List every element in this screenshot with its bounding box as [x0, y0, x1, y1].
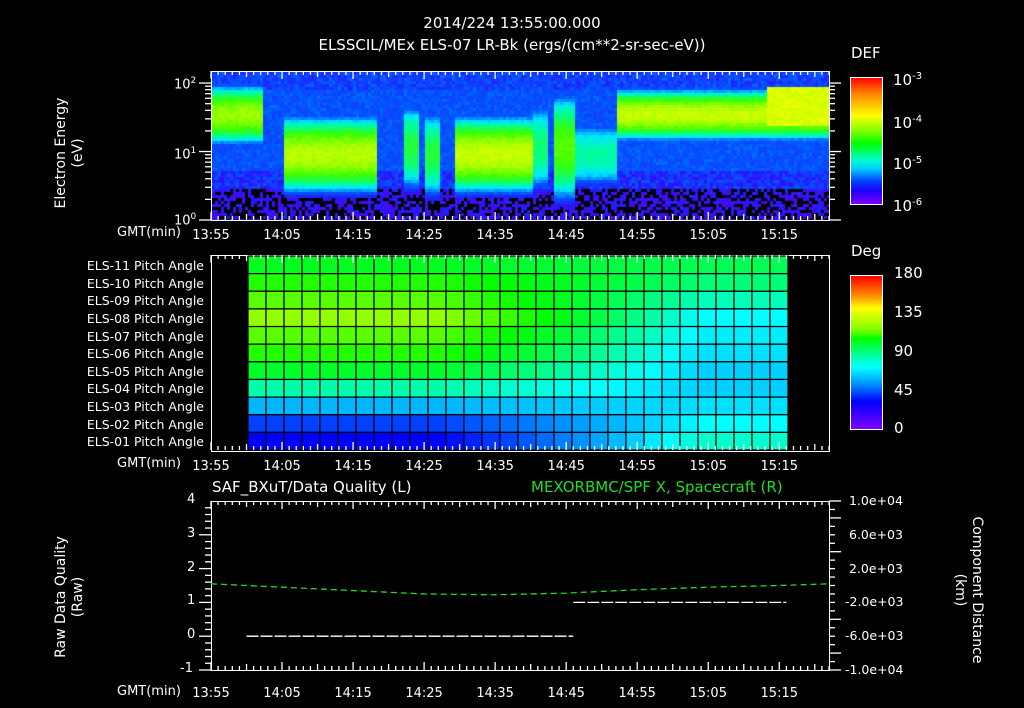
pitch-angle-row-label: ELS-05 Pitch Angle: [86, 363, 204, 379]
xtick-label: 14:35: [476, 228, 514, 243]
xtick-label: 14:55: [618, 459, 656, 474]
energy-ytick-1: 100: [174, 212, 197, 229]
deg-tick-45: 45: [894, 381, 914, 399]
def-tick-1e-4: 10-4: [893, 114, 923, 132]
deg-tick-135: 135: [894, 303, 923, 321]
left-ytick-label: 3: [187, 525, 196, 541]
data-quality-title: SAF_BXuT/Data Quality (L): [212, 478, 412, 496]
xtick-label: 15:05: [689, 228, 727, 243]
right-ytick-label: -2.0e+03: [845, 594, 904, 610]
xtick-label: 14:55: [618, 686, 656, 701]
energy-plot-frame: [211, 71, 830, 221]
plot-datetime: 2014/224 13:55:00.000: [423, 14, 601, 32]
xtick-label: 14:05: [263, 459, 301, 474]
right-ytick-label: 1.0e+04: [849, 493, 903, 508]
pitch-angle-xaxis-label: GMT(min): [117, 456, 181, 471]
right-ytick-label: -1.0e+04: [845, 662, 904, 677]
xtick-label: 14:25: [405, 686, 443, 701]
right-ytick-label: 2.0e+03: [849, 560, 903, 576]
pitch-angle-row-label: ELS-03 Pitch Angle: [86, 399, 204, 415]
data-quality-xaxis-label: GMT(min): [117, 684, 181, 699]
def-tick-1e-5: 10-5: [893, 155, 923, 173]
xtick-label: 15:05: [689, 686, 727, 701]
xtick-label: 14:45: [547, 686, 585, 701]
pitch-angle-row-label: ELS-08 Pitch Angle: [86, 310, 204, 326]
xtick-label: 14:25: [405, 228, 443, 243]
spacecraft-x-title: MEXORBMC/SPF X, Spacecraft (R): [531, 478, 783, 496]
xtick-label: 13:55: [192, 686, 230, 701]
def-colorbar: [850, 77, 883, 205]
xtick-label: 14:55: [618, 228, 656, 243]
xtick-label: 15:15: [760, 459, 798, 474]
deg-tick-0: 0: [894, 419, 904, 437]
xtick-label: 14:15: [334, 228, 372, 243]
def-tick-1e-6: 10-6: [893, 197, 923, 215]
pitch-angle-row-label: ELS-11 Pitch Angle: [86, 258, 204, 273]
xtick-label: 14:15: [334, 686, 372, 701]
xtick-label: 13:55: [192, 459, 230, 474]
left-ytick-label: 1: [187, 593, 196, 609]
xtick-label: 14:05: [263, 228, 301, 243]
deg-tick-90: 90: [894, 342, 914, 360]
pitch-angle-row-label: ELS-04 Pitch Angle: [86, 381, 204, 397]
pitch-angle-row-label: ELS-02 Pitch Angle: [86, 416, 204, 432]
pitch-angle-row-label: ELS-01 Pitch Angle: [86, 434, 204, 450]
deg-colorbar-title: Deg: [851, 242, 882, 260]
pitch-angle-row-label: ELS-10 Pitch Angle: [86, 275, 204, 291]
plot-title: ELSSCIL/MEx ELS-07 LR-Bk (ergs/(cm**2-sr…: [318, 36, 706, 54]
xtick-label: 15:15: [760, 228, 798, 243]
pitch-angle-row-label: ELS-07 Pitch Angle: [86, 328, 204, 344]
xtick-label: 14:15: [334, 459, 372, 474]
def-colorbar-title: DEF: [851, 44, 881, 62]
left-ytick-label: 4: [187, 492, 196, 507]
xtick-label: 14:35: [476, 459, 514, 474]
deg-tick-180: 180: [894, 264, 923, 282]
pitch-angle-row-label: ELS-06 Pitch Angle: [86, 346, 204, 362]
deg-colorbar: [850, 275, 883, 430]
right-ytick-label: -6.0e+03: [845, 628, 904, 644]
xtick-label: 15:15: [760, 686, 798, 701]
energy-xaxis-label: GMT(min): [117, 225, 181, 240]
left-ytick-label: 0: [187, 627, 196, 643]
left-ytick-label: -1: [180, 661, 193, 676]
xtick-label: 14:45: [547, 228, 585, 243]
xtick-label: 14:25: [405, 459, 443, 474]
energy-ytick-10: 101: [174, 146, 197, 163]
energy-spectrogram: [212, 72, 829, 220]
energy-ytick-100: 102: [174, 76, 197, 93]
right-ytick-label: 6.0e+03: [849, 526, 903, 542]
pitch-angle-row-label: ELS-09 Pitch Angle: [86, 293, 204, 309]
def-tick-1e-3: 10-3: [893, 71, 923, 89]
xtick-label: 14:05: [263, 686, 301, 701]
xtick-label: 13:55: [192, 228, 230, 243]
xtick-label: 15:05: [689, 459, 727, 474]
xtick-label: 14:35: [476, 686, 514, 701]
left-ytick-label: 2: [187, 559, 196, 575]
xtick-label: 14:45: [547, 459, 585, 474]
